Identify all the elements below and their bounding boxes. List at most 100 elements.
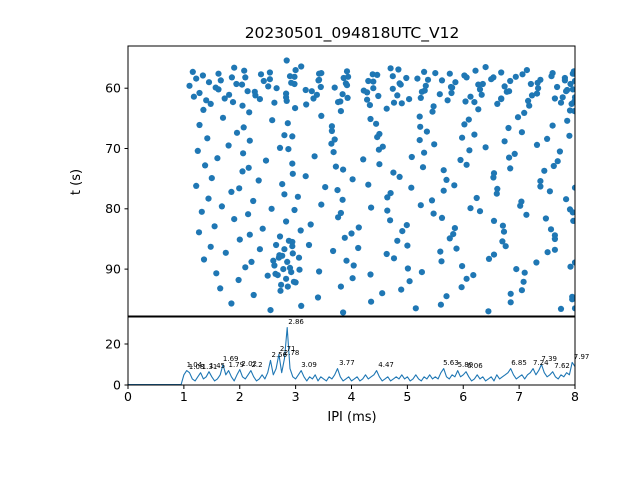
scatter-point — [498, 69, 505, 76]
scatter-point — [390, 255, 398, 262]
scatter-point — [403, 222, 410, 229]
scatter-point — [396, 173, 403, 180]
scatter-point — [570, 70, 575, 77]
scatter-point — [475, 81, 482, 88]
scatter-point — [482, 144, 489, 151]
peak-annotation-label: 1.79 — [229, 361, 245, 369]
scatter-point — [339, 91, 346, 98]
scatter-point — [245, 164, 252, 171]
scatter-point — [472, 67, 479, 74]
scatter-point — [430, 210, 437, 217]
scatter-point — [341, 234, 348, 241]
scatter-point — [571, 184, 575, 191]
scatter-point — [446, 235, 453, 242]
scatter-point — [461, 121, 468, 128]
scatter-point — [266, 69, 273, 76]
scatter-point — [549, 122, 556, 129]
scatter-point — [265, 83, 272, 90]
scatter-point — [246, 109, 253, 116]
scatter-point — [302, 173, 309, 180]
peak-annotation-label: 7.62 — [554, 362, 570, 370]
scatter-point — [335, 99, 342, 106]
scatter-point — [570, 217, 575, 224]
scatter-point — [244, 88, 251, 95]
scatter-point — [226, 91, 233, 98]
scatter-plot-area — [186, 57, 575, 316]
scatter-point — [215, 70, 222, 77]
figure-title: 20230501_094818UTC_V12 — [245, 24, 460, 43]
scatter-point — [453, 245, 460, 252]
scatter-point — [374, 134, 381, 141]
scatter-point — [337, 108, 344, 115]
scatter-point — [463, 74, 470, 81]
y-axis-label: t (s) — [69, 169, 84, 195]
scatter-point — [314, 294, 322, 301]
scatter-point — [417, 94, 424, 101]
scatter-point — [328, 140, 335, 147]
scatter-point — [286, 264, 294, 271]
scatter-point — [404, 242, 411, 249]
scatter-point — [437, 248, 444, 255]
scatter-point — [569, 296, 575, 303]
scatter-point — [446, 70, 453, 77]
scatter-point — [205, 79, 213, 86]
scatter-point — [513, 266, 520, 273]
scatter-point — [432, 70, 439, 77]
scatter-point — [205, 195, 212, 202]
scatter-point — [202, 162, 209, 169]
scatter-point — [276, 233, 284, 240]
scatter-point — [571, 259, 575, 266]
scatter-point — [221, 95, 228, 102]
scatter-point — [228, 300, 235, 307]
scatter-point — [267, 307, 274, 314]
scatter-point — [292, 67, 299, 74]
scatter-point — [428, 197, 436, 204]
x-tick-label: 4 — [348, 389, 356, 404]
scatter-point — [279, 252, 286, 259]
scatter-point — [302, 86, 309, 94]
peak-annotation-label: 2.02 — [241, 360, 257, 368]
peak-annotation-label: 2.71 — [280, 345, 296, 353]
scatter-point — [217, 77, 224, 84]
scatter-point — [541, 167, 548, 174]
scatter-point — [291, 80, 298, 88]
scatter-point — [238, 81, 246, 88]
scatter-point — [387, 217, 394, 224]
scatter-point — [490, 217, 498, 224]
scatter-point — [355, 224, 362, 231]
scatter-point — [194, 147, 201, 154]
peak-annotation-label: 4.47 — [378, 361, 394, 369]
scatter-point — [535, 85, 542, 92]
scatter-point — [431, 141, 438, 148]
scatter-point — [398, 286, 405, 293]
scatter-point — [315, 77, 322, 84]
scatter-point — [499, 222, 506, 229]
scatter-point — [463, 275, 470, 282]
peak-annotation-label: 6.85 — [511, 359, 527, 367]
scatter-point — [471, 131, 478, 138]
scatter-point — [294, 193, 301, 200]
scatter-point — [291, 206, 298, 214]
scatter-point — [248, 258, 255, 265]
scatter-point — [189, 68, 196, 75]
scatter-point — [501, 138, 508, 145]
scatter-point — [283, 218, 290, 225]
scatter-point — [384, 207, 391, 214]
scatter-point — [308, 88, 315, 95]
peak-annotation-label: 6.06 — [467, 362, 483, 370]
scatter-point — [563, 196, 570, 203]
scatter-point — [257, 71, 265, 78]
scatter-point — [408, 184, 415, 191]
scatter-point — [416, 137, 423, 144]
y-tick-label: 70 — [105, 141, 121, 156]
scatter-point — [443, 293, 450, 300]
scatter-point — [564, 117, 571, 124]
scatter-point — [331, 84, 338, 91]
scatter-point — [507, 165, 514, 172]
scatter-point — [396, 80, 403, 87]
scatter-point — [438, 214, 446, 221]
histogram-line — [128, 327, 575, 385]
scatter-point — [383, 250, 390, 258]
scatter-point — [343, 68, 351, 75]
scatter-point — [368, 204, 375, 211]
